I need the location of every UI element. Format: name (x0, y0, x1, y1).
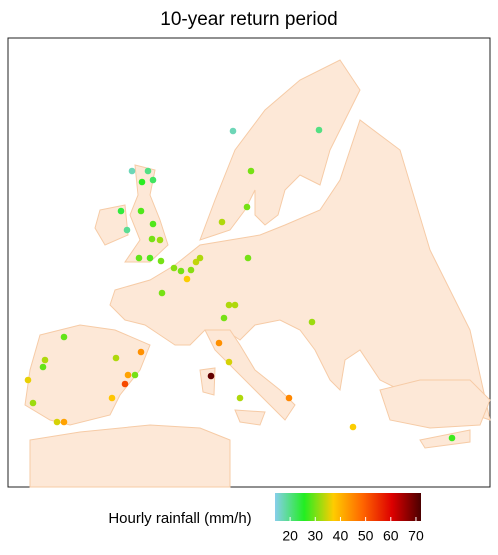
station-point (243, 203, 251, 211)
station-point (157, 257, 165, 265)
station-point (41, 356, 49, 364)
station-point (158, 289, 166, 297)
station-point (117, 207, 125, 215)
station-point (149, 176, 157, 184)
station-point (215, 339, 223, 347)
station-point (123, 226, 131, 234)
britain (124, 164, 169, 263)
land (24, 59, 491, 488)
station-point (285, 394, 293, 402)
chart-title: 10-year return period (160, 9, 337, 30)
station-point (231, 301, 239, 309)
africa (29, 424, 231, 488)
station-point (53, 418, 61, 426)
iceland-islands (199, 367, 471, 449)
turkey (379, 379, 491, 429)
station-point (29, 399, 37, 407)
station-point (225, 358, 233, 366)
station-point (124, 371, 132, 379)
station-point (177, 267, 185, 275)
station-point (244, 254, 252, 262)
station-point (349, 423, 357, 431)
station-point (229, 127, 237, 135)
station-point (39, 363, 47, 371)
station-point (60, 333, 68, 341)
station-point (137, 207, 145, 215)
colorbar-tick-label: 20 (282, 528, 298, 544)
station-point (137, 348, 145, 356)
station-point (187, 266, 195, 274)
station-point (128, 167, 136, 175)
station-point (131, 371, 139, 379)
colorbar-tick-label: 40 (333, 528, 349, 544)
station-point (170, 264, 178, 272)
station-point (183, 275, 191, 283)
station-point (236, 394, 244, 402)
station-point (148, 235, 156, 243)
station-point (247, 167, 255, 175)
colorbar-tick-label: 70 (408, 528, 424, 544)
station-point (448, 434, 456, 442)
station-point (121, 380, 129, 388)
stations (24, 126, 456, 442)
iberia (24, 324, 151, 426)
mainland (109, 119, 491, 421)
station-point (308, 318, 316, 326)
colorbar-tick-label: 50 (358, 528, 374, 544)
colorbar-tick-label: 60 (383, 528, 399, 544)
station-point (220, 314, 228, 322)
station-point (144, 167, 152, 175)
station-point (135, 254, 143, 262)
station-point (146, 254, 154, 262)
station-point (192, 258, 200, 266)
station-point (196, 254, 204, 262)
station-point (60, 418, 68, 426)
colorbar (275, 493, 421, 521)
colorbar-label: Hourly rainfall (mm/h) (108, 510, 251, 527)
ireland (94, 204, 129, 246)
station-point (24, 376, 32, 384)
colorbar-tick-label: 30 (307, 528, 323, 544)
station-point (112, 354, 120, 362)
station-point (225, 301, 233, 309)
station-point (138, 178, 146, 186)
station-point (315, 126, 323, 134)
station-point (207, 372, 215, 380)
station-point (218, 218, 226, 226)
station-point (156, 236, 164, 244)
station-point (108, 394, 116, 402)
station-point (149, 220, 157, 228)
